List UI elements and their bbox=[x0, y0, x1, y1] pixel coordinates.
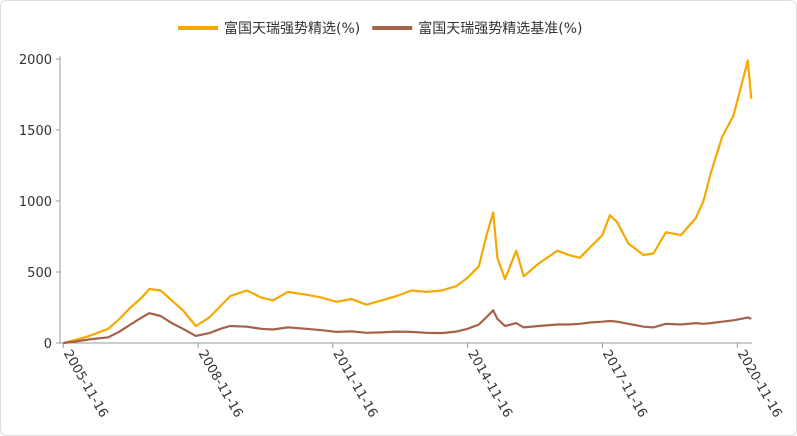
series-line bbox=[63, 309, 752, 345]
legend-label: 富国天瑞强势精选(%) bbox=[224, 20, 360, 37]
series-line bbox=[63, 59, 753, 345]
legend-label: 富国天瑞强势精选基准(%) bbox=[418, 20, 582, 37]
y-tick-label: 1000 bbox=[19, 195, 52, 210]
y-tick-label: 1500 bbox=[19, 124, 52, 139]
y-tick-label: 500 bbox=[27, 266, 52, 281]
y-tick-label: 2000 bbox=[19, 53, 52, 68]
y-tick-label: 0 bbox=[44, 337, 52, 352]
